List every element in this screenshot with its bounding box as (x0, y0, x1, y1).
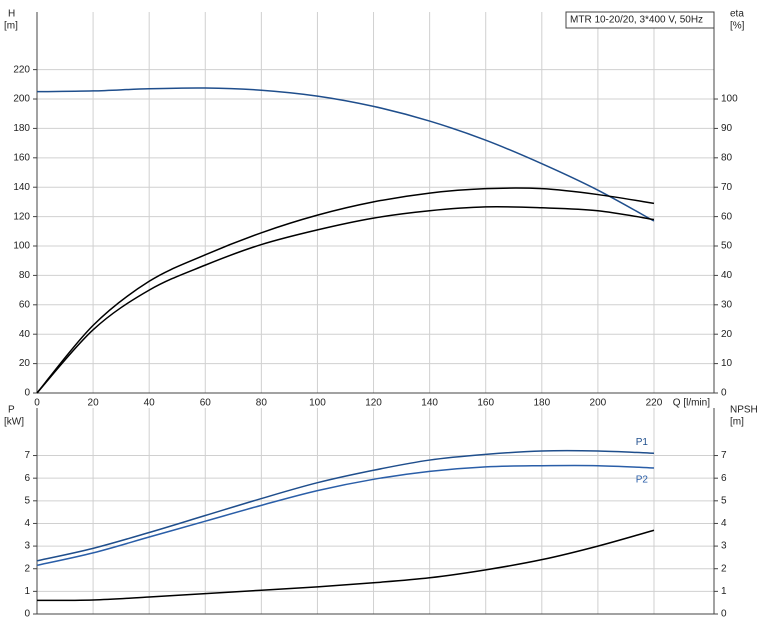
y-tick-label: 220 (13, 64, 30, 75)
y-tick-label: 140 (13, 182, 30, 193)
y2-tick-label: 1 (721, 586, 727, 597)
y2-tick-label: 5 (721, 495, 727, 506)
y2-tick-label: 40 (721, 270, 733, 281)
x-tick-label: 40 (144, 398, 156, 409)
x-tick-label: 0 (34, 398, 40, 409)
y-tick-label: 80 (19, 270, 31, 281)
y2-tick-label: 0 (721, 388, 727, 399)
y2-unit: [%] (730, 21, 745, 32)
y2-tick-label: 3 (721, 541, 727, 552)
y-tick-label: 180 (13, 123, 30, 134)
y-tick-label: 4 (24, 518, 30, 529)
y2-tick-label: 100 (721, 94, 738, 105)
y2-tick-label: 80 (721, 152, 733, 163)
y2-tick-label: 70 (721, 182, 733, 193)
y2-unit: [m] (730, 417, 744, 428)
curve (36, 464, 655, 567)
curve (36, 206, 655, 394)
curve (36, 87, 655, 222)
y-tick-label: 5 (24, 495, 30, 506)
y2-tick-label: 20 (721, 329, 733, 340)
x-tick-label: 180 (533, 398, 550, 409)
curve (36, 449, 655, 562)
y2-tick-label: 30 (721, 299, 733, 310)
x-tick-label: 100 (309, 398, 326, 409)
y-tick-label: 2 (24, 563, 30, 574)
y2-tick-label: 4 (721, 518, 727, 529)
y-tick-label: 160 (13, 152, 30, 163)
y2-tick-label: 7 (721, 450, 727, 461)
x-tick-label: 80 (256, 398, 268, 409)
y-tick-label: 6 (24, 473, 30, 484)
x-tick-label: 120 (365, 398, 382, 409)
series-label: P2 (636, 475, 649, 486)
y-tick-label: 3 (24, 541, 30, 552)
title-box (565, 11, 715, 29)
series-label: P1 (636, 437, 649, 448)
x-tick-label: 200 (590, 398, 607, 409)
y2-tick-label: 6 (721, 473, 727, 484)
x-label: Q [l/min] (673, 398, 710, 409)
y2-tick-label: 2 (721, 563, 727, 574)
y-tick-label: 0 (24, 609, 30, 620)
y-tick-label: 40 (19, 329, 31, 340)
y2-tick-label: 50 (721, 241, 733, 252)
x-tick-label: 140 (421, 398, 438, 409)
y2-tick-label: 60 (721, 211, 733, 222)
x-tick-label: 20 (88, 398, 100, 409)
y-unit: [kW] (4, 417, 24, 428)
y-label: P (8, 405, 15, 416)
y2-tick-label: 90 (721, 123, 733, 134)
chart-title: MTR 10-20/20, 3*400 V, 50Hz (570, 15, 703, 26)
y-tick-label: 200 (13, 94, 30, 105)
x-tick-label: 60 (200, 398, 212, 409)
y-tick-label: 7 (24, 450, 30, 461)
curve (36, 529, 655, 602)
y-tick-label: 0 (24, 388, 30, 399)
y-tick-label: 60 (19, 299, 31, 310)
y-tick-label: 20 (19, 358, 31, 369)
y2-label: eta (730, 9, 744, 20)
y2-tick-label: 10 (721, 358, 733, 369)
y-tick-label: 1 (24, 586, 30, 597)
y-tick-label: 100 (13, 241, 30, 252)
x-tick-label: 220 (646, 398, 663, 409)
y-unit: [m] (4, 21, 18, 32)
y-label: H (8, 9, 15, 20)
y2-tick-label: 0 (721, 609, 727, 620)
y-tick-label: 120 (13, 211, 30, 222)
x-tick-label: 160 (477, 398, 494, 409)
curve (36, 187, 655, 394)
y2-label: NPSH (730, 405, 757, 416)
